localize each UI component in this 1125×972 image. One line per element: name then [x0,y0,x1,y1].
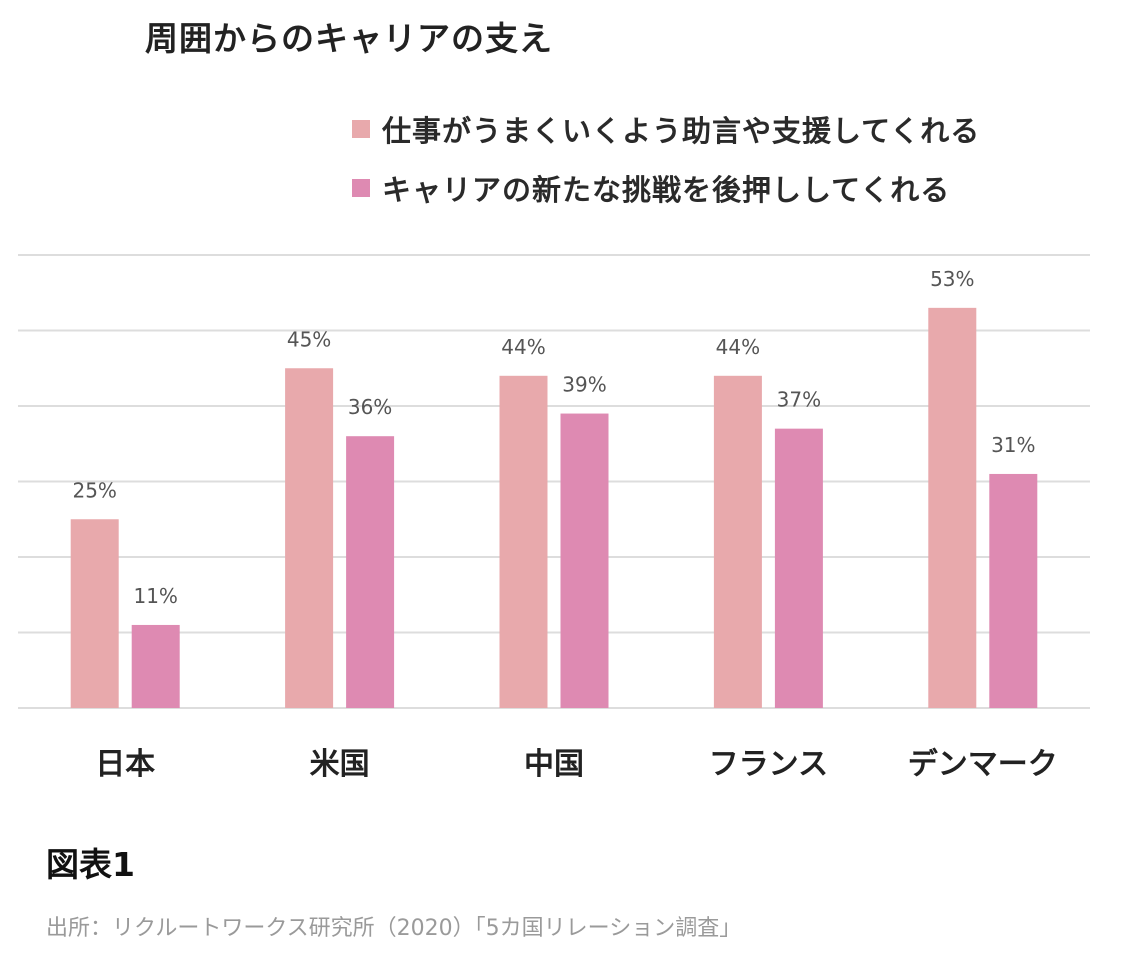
category-label: 米国 [310,747,370,782]
bar-series-1 [499,375,548,708]
value-label-series-2: 36% [348,395,392,419]
value-label-series-1: 53% [930,267,974,291]
value-label-series-2: 37% [777,388,821,412]
chart-title: 周囲からのキャリアの支え [145,19,553,58]
legend: 仕事がうまくいくよう助言や支援してくれる キャリアの新たな挑戦を後押ししてくれる [352,108,980,226]
legend-item-series-1: 仕事がうまくいくよう助言や支援してくれる [352,108,980,150]
bar-series-2 [774,428,823,708]
bar-series-1 [70,519,119,708]
value-label-series-1: 25% [72,478,116,502]
bar-series-1 [713,375,762,708]
bar-series-2 [989,473,1038,708]
bar-chart: 25% 11% 日本 45% 36% 米国 44% 39% 中国 44% 37% フランス 53% 31%… [18,254,1090,782]
category-label: 日本 [95,747,155,782]
value-label-series-1: 45% [287,327,331,351]
legend-label-series-1: 仕事がうまくいくよう助言や支援してくれる [382,114,981,148]
value-label-series-1: 44% [501,335,545,359]
category-label: デンマーク [908,747,1058,782]
legend-swatch-series-1 [352,120,370,138]
category-label: フランス [709,747,828,782]
value-label-series-2: 31% [991,433,1035,457]
legend-swatch-series-2 [352,179,370,197]
bar-series-1 [928,307,977,708]
bar-series-2 [131,624,180,708]
value-label-series-2: 39% [562,373,606,397]
value-label-series-1: 44% [716,335,760,359]
legend-item-series-2: キャリアの新たな挑戦を後押ししてくれる [352,167,980,209]
bar-series-1 [285,368,334,708]
legend-label-series-2: キャリアの新たな挑戦を後押ししてくれる [382,173,951,207]
source-note: 出所：リクルートワークス研究所（2020）「5カ国リレーション調査」 [46,916,742,941]
bar-series-2 [560,413,609,708]
value-label-series-2: 11% [133,584,177,608]
figure-label: 図表1 [46,845,135,884]
category-label: 中国 [524,747,584,782]
bar-series-2 [346,436,395,708]
